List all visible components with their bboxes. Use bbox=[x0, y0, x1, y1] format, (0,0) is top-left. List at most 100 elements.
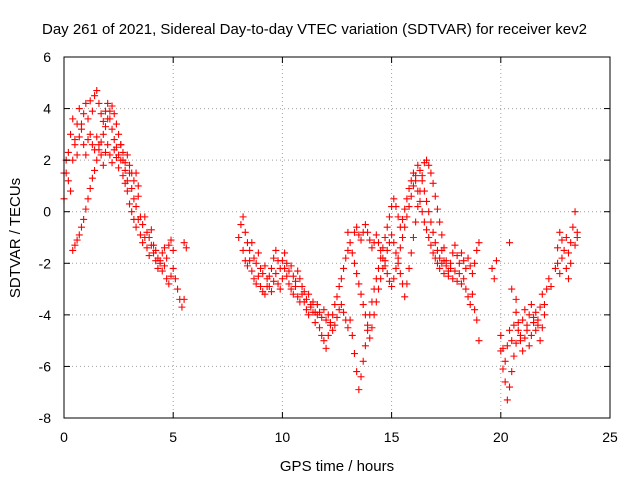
data-point bbox=[121, 179, 129, 187]
data-point bbox=[523, 326, 531, 334]
y-tick-labels: -8 -6 -4 -2 0 2 4 6 bbox=[39, 49, 52, 426]
data-point bbox=[241, 228, 249, 236]
data-point bbox=[392, 203, 400, 211]
data-point bbox=[112, 154, 120, 162]
data-point bbox=[257, 264, 265, 272]
data-point bbox=[84, 136, 92, 144]
data-point bbox=[64, 177, 72, 185]
data-point bbox=[418, 177, 426, 185]
data-point bbox=[329, 326, 337, 334]
data-point bbox=[353, 270, 361, 278]
data-point bbox=[512, 308, 520, 316]
y-tick-label: 6 bbox=[43, 49, 51, 65]
data-point bbox=[473, 246, 481, 254]
data-point bbox=[318, 313, 326, 321]
data-point bbox=[169, 246, 177, 254]
data-point bbox=[364, 321, 372, 329]
data-point bbox=[385, 213, 393, 221]
data-point bbox=[503, 396, 511, 404]
data-point bbox=[342, 254, 350, 262]
data-point bbox=[536, 303, 544, 311]
data-point bbox=[350, 259, 358, 267]
data-point bbox=[165, 241, 173, 249]
data-point bbox=[353, 368, 361, 376]
data-point bbox=[257, 282, 265, 290]
data-point bbox=[326, 319, 334, 327]
data-point bbox=[355, 231, 363, 239]
data-point bbox=[390, 239, 398, 247]
data-point bbox=[108, 125, 116, 133]
data-point bbox=[412, 172, 420, 180]
data-point bbox=[506, 383, 514, 391]
data-point bbox=[88, 174, 96, 182]
data-point bbox=[252, 280, 260, 288]
data-point bbox=[117, 141, 125, 149]
data-point bbox=[438, 231, 446, 239]
data-point bbox=[167, 236, 175, 244]
data-point bbox=[429, 249, 437, 257]
data-point bbox=[270, 254, 278, 262]
data-point bbox=[75, 105, 83, 113]
data-point bbox=[361, 342, 369, 350]
data-point bbox=[305, 290, 313, 298]
data-point bbox=[449, 275, 457, 283]
data-point bbox=[67, 130, 75, 138]
data-point bbox=[565, 249, 573, 257]
data-point bbox=[357, 373, 365, 381]
data-point bbox=[302, 295, 310, 303]
data-point bbox=[128, 208, 136, 216]
data-point bbox=[508, 285, 516, 293]
data-point bbox=[101, 148, 109, 156]
data-point bbox=[237, 221, 245, 229]
data-point bbox=[510, 321, 518, 329]
data-point bbox=[126, 161, 134, 169]
data-point bbox=[77, 120, 85, 128]
data-point bbox=[261, 290, 269, 298]
x-tick-label: 15 bbox=[384, 429, 400, 445]
data-point bbox=[318, 331, 326, 339]
data-point bbox=[359, 357, 367, 365]
data-point bbox=[361, 311, 369, 319]
data-point bbox=[462, 264, 470, 272]
data-point bbox=[401, 293, 409, 301]
data-point bbox=[165, 280, 173, 288]
data-point bbox=[320, 337, 328, 345]
x-tick-label: 10 bbox=[275, 429, 291, 445]
data-point bbox=[316, 324, 324, 332]
data-point bbox=[64, 148, 72, 156]
data-point bbox=[276, 285, 284, 293]
data-point bbox=[503, 342, 511, 350]
data-point bbox=[324, 331, 332, 339]
x-tick-label: 0 bbox=[60, 429, 68, 445]
data-point bbox=[464, 293, 472, 301]
data-point bbox=[451, 267, 459, 275]
data-point bbox=[427, 241, 435, 249]
series-sat-track-4 bbox=[235, 213, 352, 352]
data-point bbox=[464, 254, 472, 262]
data-point bbox=[399, 215, 407, 223]
data-point bbox=[558, 254, 566, 262]
data-point bbox=[414, 203, 422, 211]
data-point bbox=[499, 365, 507, 373]
data-point bbox=[388, 231, 396, 239]
data-point bbox=[519, 347, 527, 355]
y-tick-label: -2 bbox=[39, 255, 52, 271]
data-point bbox=[499, 344, 507, 352]
data-point bbox=[296, 275, 304, 283]
data-point bbox=[554, 244, 562, 252]
data-point bbox=[250, 275, 258, 283]
data-point bbox=[276, 264, 284, 272]
data-point bbox=[171, 275, 179, 283]
data-point bbox=[558, 236, 566, 244]
data-point bbox=[490, 275, 498, 283]
data-point bbox=[281, 249, 289, 257]
data-point bbox=[423, 197, 431, 205]
data-point bbox=[501, 378, 509, 386]
data-point bbox=[383, 270, 391, 278]
x-tick-labels: 0 5 10 15 20 25 bbox=[60, 429, 618, 445]
y-tick-label: -4 bbox=[39, 307, 52, 323]
data-point bbox=[433, 205, 441, 213]
data-point bbox=[381, 262, 389, 270]
data-point bbox=[547, 282, 555, 290]
